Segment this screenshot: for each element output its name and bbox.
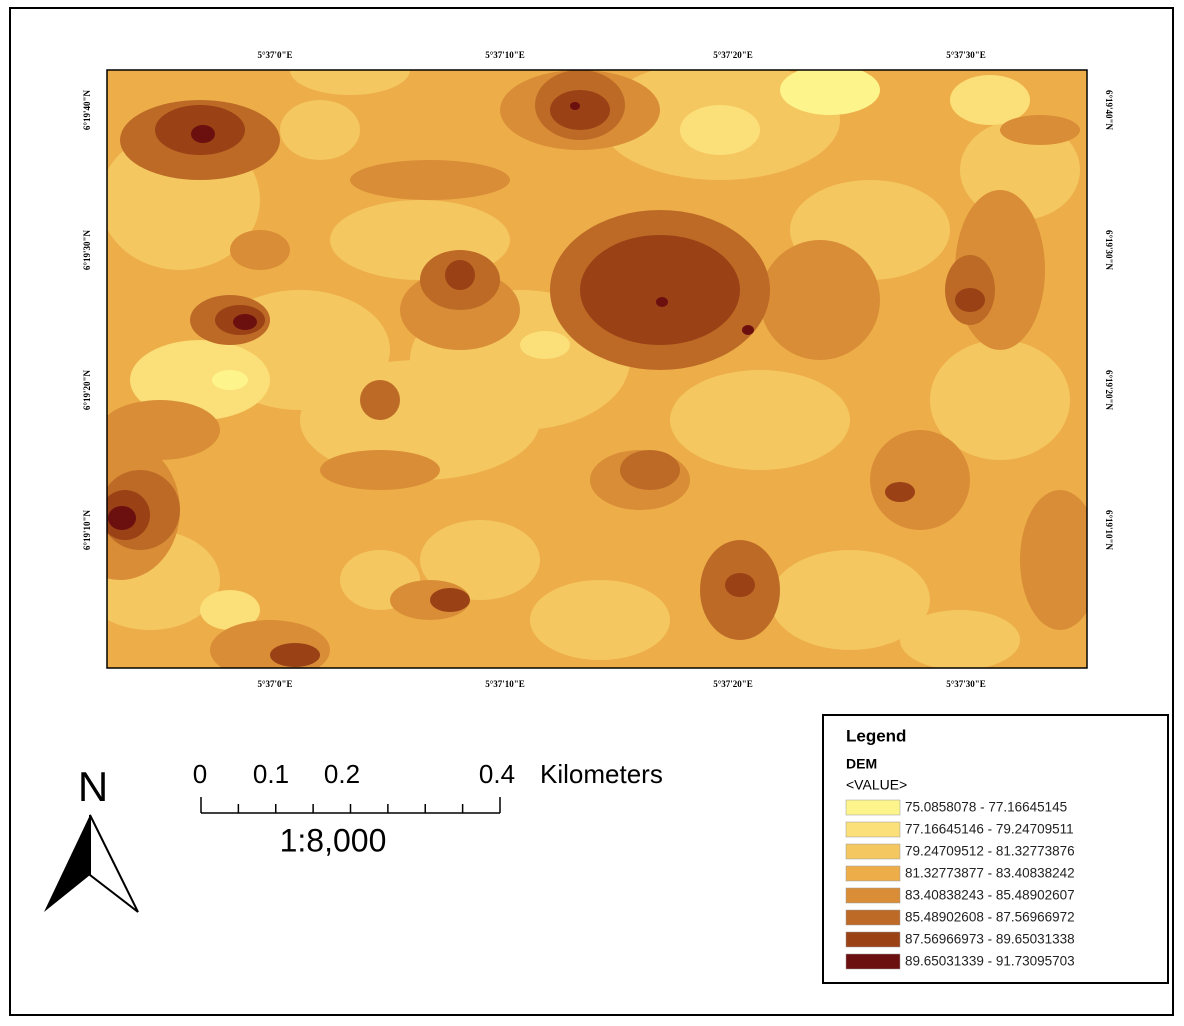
latitude-label: 6°19'10"N — [82, 509, 92, 550]
legend-label: 83.40838243 - 85.48902607 — [905, 888, 1075, 903]
latitude-label: 6°19'40"N — [82, 89, 92, 130]
elevation-zone — [670, 370, 850, 470]
legend-swatch — [845, 909, 901, 926]
scale-unit: Kilometers — [540, 759, 663, 789]
elevation-zone — [520, 331, 570, 359]
latitude-label: 6°19'30"N — [82, 229, 92, 270]
elevation-zone — [680, 105, 760, 155]
north-label: N — [78, 763, 108, 810]
elevation-zone — [780, 70, 880, 115]
legend-label: 81.32773877 - 83.40838242 — [905, 866, 1075, 881]
elevation-zone — [1020, 490, 1087, 630]
longitude-label: 5°37'20"E — [713, 679, 753, 689]
legend-label: 87.56966973 - 89.65031338 — [905, 932, 1075, 947]
latitude-label: 6°19'20"N — [1104, 370, 1114, 411]
map-frame — [106, 69, 1088, 669]
legend-label: 75.0858078 - 77.16645145 — [905, 800, 1067, 815]
elevation-zone — [430, 588, 470, 612]
dem-raster — [107, 70, 1087, 668]
latitude-label: 6°19'30"N — [1104, 230, 1114, 271]
elevation-zone — [742, 325, 754, 335]
longitude-label: 5°37'10"E — [485, 50, 525, 60]
elevation-zone — [320, 450, 440, 490]
longitude-label: 5°37'30"E — [946, 50, 986, 60]
scale-bar: 0 0.1 0.2 0.4 Kilometers 1:8,000 — [193, 759, 663, 859]
elevation-zone — [445, 260, 475, 290]
elevation-zone — [270, 643, 320, 667]
legend-title: Legend — [846, 726, 906, 745]
longitude-label: 5°37'0"E — [257, 679, 292, 689]
legend-label: 79.24709512 - 81.32773876 — [905, 844, 1075, 859]
legend-label: 89.65031339 - 91.73095703 — [905, 954, 1075, 969]
scale-label: 0.4 — [479, 759, 515, 789]
elevation-zone — [420, 520, 540, 600]
latitude-label: 6°19'10"N — [1104, 510, 1114, 551]
elevation-zone — [725, 573, 755, 597]
longitude-label: 5°37'20"E — [713, 50, 753, 60]
longitude-label: 5°37'10"E — [485, 679, 525, 689]
elevation-zone — [950, 75, 1030, 125]
legend-swatch — [845, 931, 901, 948]
elevation-zone — [550, 90, 610, 130]
elevation-zone — [1000, 115, 1080, 145]
scale-label: 0.1 — [253, 759, 289, 789]
elevation-zone — [955, 288, 985, 312]
legend-layer: DEM — [846, 756, 877, 772]
elevation-zone — [930, 340, 1070, 460]
legend-swatch — [845, 953, 901, 970]
legend-field: <VALUE> — [846, 777, 907, 793]
latitude-label: 6°19'20"N — [82, 369, 92, 410]
longitude-label: 5°37'0"E — [257, 50, 292, 60]
elevation-zone — [530, 580, 670, 660]
elevation-zone — [620, 450, 680, 490]
north-arrow-right — [89, 814, 139, 913]
scale-ratio: 1:8,000 — [280, 822, 387, 858]
elevation-zone — [350, 160, 510, 200]
elevation-zone — [108, 506, 136, 530]
legend-swatch — [845, 843, 901, 860]
scale-label: 0.2 — [324, 759, 360, 789]
scale-label: 0 — [193, 759, 207, 789]
elevation-zone — [770, 550, 930, 650]
legend-swatch — [845, 887, 901, 904]
elevation-zone — [656, 297, 668, 307]
elevation-zone — [233, 314, 257, 330]
legend-label: 77.16645146 - 79.24709511 — [905, 822, 1074, 837]
elevation-zone — [870, 430, 970, 530]
elevation-zone — [580, 235, 740, 345]
elevation-zone — [280, 100, 360, 160]
legend-swatch — [845, 865, 901, 882]
elevation-zone — [200, 590, 260, 630]
elevation-zone — [130, 340, 270, 420]
legend-classes: 75.0858078 - 77.16645145 77.16645146 - 79… — [845, 799, 1075, 970]
north-arrow-left — [44, 815, 90, 912]
longitude-label: 5°37'30"E — [946, 679, 986, 689]
elevation-zone — [191, 125, 215, 143]
elevation-zone — [212, 370, 248, 390]
elevation-zone — [570, 102, 580, 110]
elevation-zone — [290, 70, 410, 95]
elevation-zone — [760, 240, 880, 360]
elevation-zone — [900, 610, 1020, 668]
legend-label: 85.48902608 - 87.56966972 — [905, 910, 1075, 925]
latitude-label: 6°19'40"N — [1104, 90, 1114, 131]
legend-swatch — [845, 821, 901, 838]
elevation-zone — [360, 380, 400, 420]
elevation-zone — [230, 230, 290, 270]
elevation-zone — [885, 482, 915, 502]
coordinate-labels: 5°37'0"E 5°37'10"E 5°37'20"E 5°37'30"E 5°37'… — [82, 50, 1114, 689]
legend-swatch — [845, 799, 901, 816]
